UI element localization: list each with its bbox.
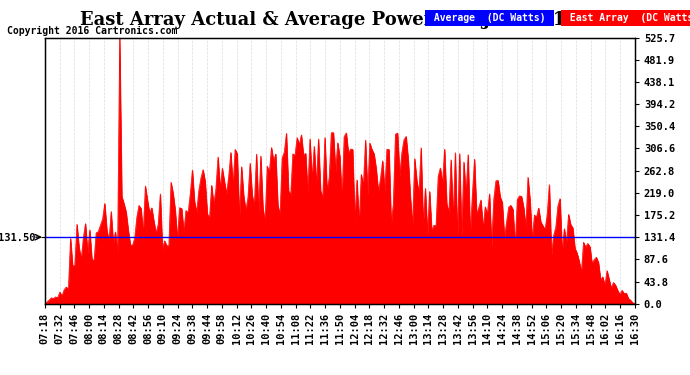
Text: Average  (DC Watts): Average (DC Watts): [428, 13, 551, 23]
Text: East Array Actual & Average Power Tue Jan 26 16:41: East Array Actual & Average Power Tue Ja…: [80, 11, 610, 29]
Text: Copyright 2016 Cartronics.com: Copyright 2016 Cartronics.com: [7, 26, 177, 36]
Text: East Array  (DC Watts): East Array (DC Watts): [564, 13, 690, 23]
